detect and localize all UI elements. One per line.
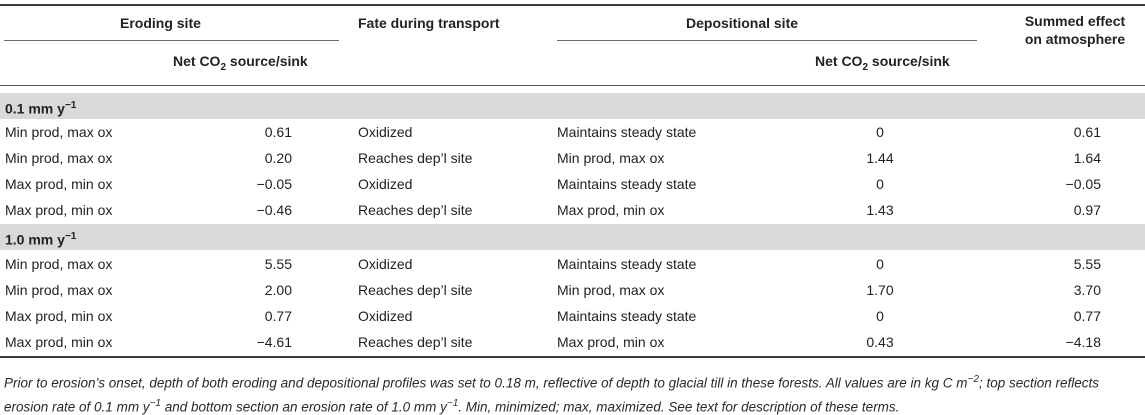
eroding-value: −0.05 xyxy=(256,176,292,192)
table-row: Max prod, min ox −0.05 Oxidized Maintain… xyxy=(0,171,1145,197)
depositional-value: 1.44 xyxy=(866,150,894,166)
depositional-value: 0 xyxy=(876,176,884,192)
eroding-value: −0.46 xyxy=(256,202,292,218)
table-row: Max prod, min ox −0.46 Reaches dep’l sit… xyxy=(0,197,1145,223)
depositional-condition: Maintains steady state xyxy=(557,176,697,192)
fate-value: Reaches dep’l site xyxy=(358,334,473,350)
header-summed-effect: Summed effect on atmosphere xyxy=(1024,13,1126,47)
eroding-value: 0.20 xyxy=(264,150,292,166)
table-row: Min prod, max ox 0.20 Reaches dep’l site… xyxy=(0,145,1145,171)
table-row: Min prod, max ox 0.61 Oxidized Maintains… xyxy=(0,119,1145,145)
depositional-value: 0 xyxy=(876,256,884,272)
header-bottom-rule xyxy=(0,85,1145,86)
section-band-1-0: 1.0 mm y−1 xyxy=(0,224,1145,250)
eroding-condition: Min prod, max ox xyxy=(5,150,113,166)
depositional-condition: Maintains steady state xyxy=(557,256,697,272)
header-net-co2-eroding: Net CO2 source/sink xyxy=(173,53,308,73)
table-row: Min prod, max ox 5.55 Oxidized Maintains… xyxy=(0,251,1145,277)
eroding-condition: Max prod, min ox xyxy=(5,334,113,350)
eroding-value: 5.55 xyxy=(264,256,292,272)
fate-value: Oxidized xyxy=(358,308,413,324)
fate-value: Reaches dep’l site xyxy=(358,282,473,298)
eroding-value: 0.61 xyxy=(264,124,292,140)
fate-value: Oxidized xyxy=(358,256,413,272)
eroding-condition: Min prod, max ox xyxy=(5,124,113,140)
header-net-co2-depositional: Net CO2 source/sink xyxy=(815,53,950,73)
summed-value: −0.05 xyxy=(1065,176,1101,192)
depositional-condition: Maintains steady state xyxy=(557,308,697,324)
eroding-condition: Max prod, min ox xyxy=(5,202,113,218)
eroding-value: 2.00 xyxy=(264,282,292,298)
header-eroding-site: Eroding site xyxy=(120,15,201,31)
eroding-condition: Max prod, min ox xyxy=(5,176,113,192)
eroding-condition: Min prod, max ox xyxy=(5,282,113,298)
header-depositional-site: Depositional site xyxy=(686,15,799,31)
eroding-condition: Max prod, min ox xyxy=(5,308,113,324)
fate-value: Reaches dep’l site xyxy=(358,202,473,218)
summed-value: 0.77 xyxy=(1073,308,1101,324)
depositional-condition: Max prod, min ox xyxy=(557,334,665,350)
depositional-condition: Maintains steady state xyxy=(557,124,697,140)
summed-value: 0.61 xyxy=(1073,124,1101,140)
summed-value: 1.64 xyxy=(1073,150,1101,166)
table-row: Max prod, min ox 0.77 Oxidized Maintains… xyxy=(0,303,1145,329)
bottom-rule xyxy=(0,356,1145,358)
eroding-value: 0.77 xyxy=(264,308,292,324)
summed-value: 3.70 xyxy=(1073,282,1101,298)
depositional-value: 0 xyxy=(876,308,884,324)
table-footnote: Prior to erosion’s onset, depth of both … xyxy=(4,374,1099,414)
table-row: Max prod, min ox −4.61 Reaches dep’l sit… xyxy=(0,329,1145,355)
depositional-header-rule xyxy=(557,40,977,41)
table-row: Min prod, max ox 2.00 Reaches dep’l site… xyxy=(0,277,1145,303)
fate-value: Oxidized xyxy=(358,176,413,192)
eroding-value: −4.61 xyxy=(256,334,292,350)
eroding-condition: Min prod, max ox xyxy=(5,256,113,272)
header-fate: Fate during transport xyxy=(358,15,500,31)
top-rule xyxy=(0,4,1145,6)
fate-value: Oxidized xyxy=(358,124,413,140)
summed-value: −4.18 xyxy=(1065,334,1101,350)
summed-value: 5.55 xyxy=(1073,256,1101,272)
fate-value: Reaches dep’l site xyxy=(358,150,473,166)
depositional-value: 1.70 xyxy=(866,282,894,298)
depositional-value: 0.43 xyxy=(866,334,894,350)
depositional-condition: Max prod, min ox xyxy=(557,202,665,218)
depositional-value: 0 xyxy=(876,124,884,140)
eroding-header-rule xyxy=(4,40,339,41)
depositional-value: 1.43 xyxy=(866,202,894,218)
summed-value: 0.97 xyxy=(1073,202,1101,218)
section-band-0-1: 0.1 mm y−1 xyxy=(0,93,1145,119)
depositional-condition: Min prod, max ox xyxy=(557,282,665,298)
section-label: 0.1 mm y−1 xyxy=(5,100,77,117)
depositional-condition: Min prod, max ox xyxy=(557,150,665,166)
section-label: 1.0 mm y−1 xyxy=(5,231,77,248)
